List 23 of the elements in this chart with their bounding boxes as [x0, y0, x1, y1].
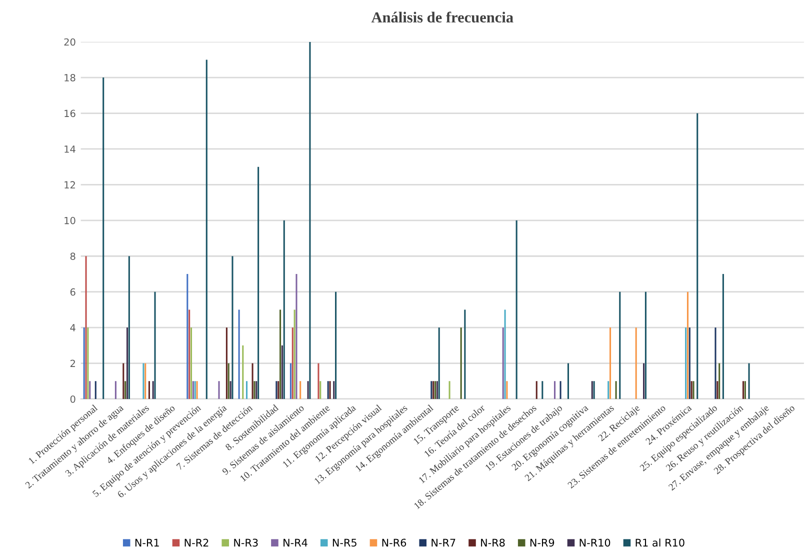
y-tick-label: 6 [70, 288, 76, 296]
legend-label: N-R6 [382, 538, 406, 547]
legend-label: N-R3 [234, 538, 258, 547]
y-tick-label: 12 [64, 181, 75, 188]
legend-label: N-R2 [184, 538, 208, 546]
legend-label: N-R1 [135, 538, 159, 546]
legend-label: N-R10 [580, 538, 610, 547]
y-tick-label: 16 [64, 110, 76, 118]
legend-label: N-R5 [332, 538, 356, 547]
legend-label: N-R8 [481, 538, 505, 547]
legend-label: N-R4 [284, 538, 308, 546]
y-tick-label: 4 [70, 324, 76, 332]
y-tick-label: 0 [70, 395, 76, 403]
y-tick-label: 8 [70, 252, 76, 260]
legend-label: R1 al R10 [636, 538, 684, 547]
y-tick-label: 18 [64, 74, 76, 82]
y-tick-label: 10 [64, 216, 76, 224]
legend-label: N-R9 [530, 538, 554, 547]
legend-label: N-R7 [432, 538, 456, 546]
y-tick-label: 2 [70, 360, 75, 367]
y-tick-label: 20 [64, 38, 76, 46]
y-tick-label: 14 [64, 146, 76, 153]
chart-title: Análisis de frecuencia [371, 12, 514, 23]
